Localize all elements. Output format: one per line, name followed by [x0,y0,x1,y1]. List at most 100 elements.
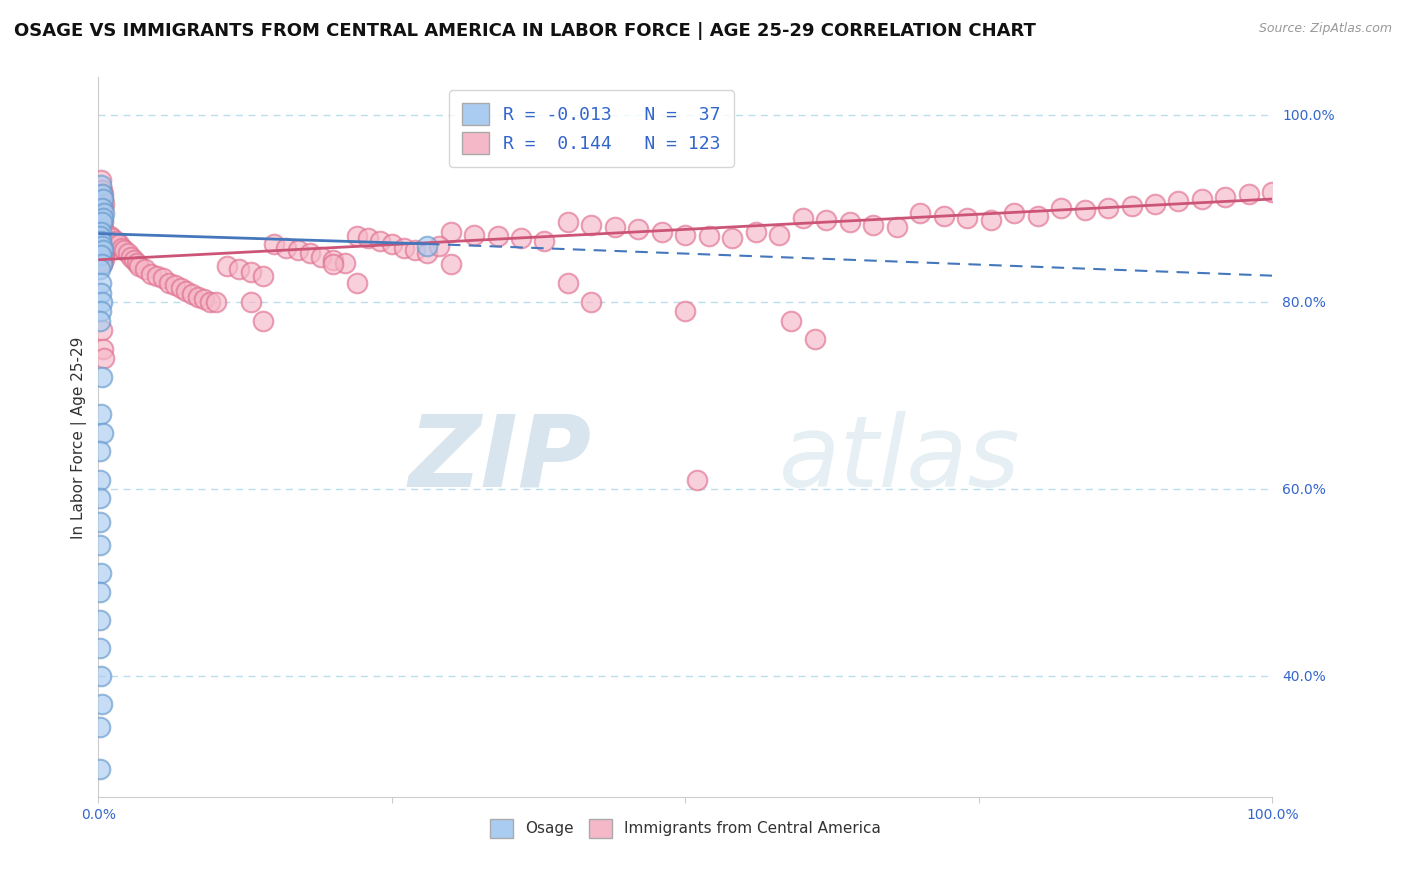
Point [627,222,650,236]
Point [128,260,150,274]
Point [90,304,112,318]
Point [91,243,114,257]
Point [1191,192,1213,206]
Point [416,246,439,260]
Point [91,227,114,242]
Point [90,234,112,248]
Point [322,252,344,267]
Point [90,285,112,300]
Point [117,246,139,260]
Point [217,260,239,274]
Point [90,187,112,202]
Point [90,215,112,229]
Point [557,276,579,290]
Point [745,225,768,239]
Point [439,257,461,271]
Point [90,255,112,269]
Point [381,236,404,251]
Point [141,267,163,281]
Point [94,244,117,259]
Point [89,720,111,734]
Point [101,231,124,245]
Point [298,246,321,260]
Point [1237,187,1260,202]
Point [276,241,298,255]
Point [1002,206,1025,220]
Point [581,218,603,232]
Point [1121,199,1143,213]
Point [322,257,344,271]
Legend: Osage, Immigrants from Central America: Osage, Immigrants from Central America [484,813,887,844]
Point [90,369,112,384]
Point [89,491,111,506]
Point [463,227,485,242]
Point [1261,185,1284,199]
Point [252,268,274,283]
Point [90,224,112,238]
Point [93,196,115,211]
Point [333,255,356,269]
Point [228,262,250,277]
Point [533,234,555,248]
Point [252,313,274,327]
Point [90,276,112,290]
Point [169,281,191,295]
Point [1143,196,1166,211]
Point [89,538,111,552]
Point [89,262,111,277]
Point [187,290,209,304]
Point [90,220,112,235]
Point [392,241,415,255]
Point [91,202,114,216]
Point [122,252,145,267]
Point [91,222,114,236]
Point [91,192,114,206]
Point [90,257,112,271]
Point [93,225,115,239]
Point [90,178,112,192]
Point [651,225,673,239]
Point [404,244,426,258]
Point [204,294,226,309]
Point [908,206,931,220]
Point [90,202,112,216]
Point [93,241,115,255]
Point [90,248,112,262]
Point [287,244,309,258]
Point [90,669,112,683]
Point [98,229,121,244]
Point [108,236,131,251]
Point [346,229,368,244]
Text: Source: ZipAtlas.com: Source: ZipAtlas.com [1258,22,1392,36]
Point [89,640,111,655]
Point [721,231,744,245]
Point [90,229,112,244]
Point [557,215,579,229]
Point [581,294,603,309]
Point [90,225,112,239]
Point [91,187,114,202]
Point [91,231,114,245]
Point [152,271,174,285]
Point [157,276,180,290]
Point [89,313,111,327]
Point [112,244,135,258]
Point [111,241,134,255]
Point [956,211,979,225]
Point [90,173,112,187]
Point [263,236,285,251]
Point [90,257,112,271]
Point [416,239,439,253]
Point [240,294,263,309]
Point [90,697,112,711]
Point [91,239,114,253]
Point [198,294,221,309]
Point [1073,203,1095,218]
Point [91,211,114,225]
Point [127,255,149,269]
Point [89,229,111,244]
Point [120,250,142,264]
Point [90,566,112,580]
Point [89,515,111,529]
Point [90,206,112,220]
